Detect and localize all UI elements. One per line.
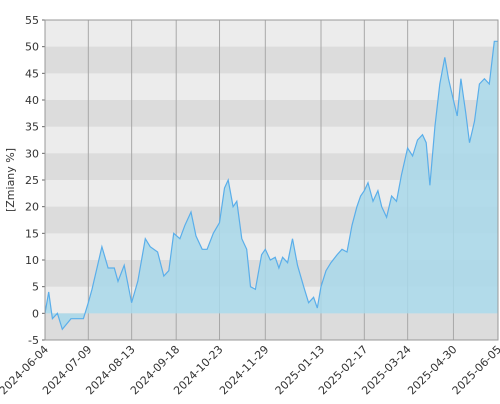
y-tick-label: 10: [25, 254, 39, 267]
grid-band: [45, 153, 498, 180]
y-tick-label: 25: [25, 174, 39, 187]
grid-band: [45, 46, 498, 74]
y-tick-label: 50: [25, 41, 39, 54]
y-axis-title: [Zmiany %]: [4, 148, 17, 212]
line: [44, 40, 498, 331]
y-tick-label: -5: [28, 334, 39, 347]
grid-band: [45, 100, 498, 127]
y-tick-label: 20: [25, 201, 39, 214]
plot-border: [44, 19, 499, 341]
y-tick-label: 0: [32, 307, 39, 320]
y-tick-label: 40: [25, 94, 39, 107]
x-tick-label: 2024-11-29: [217, 343, 271, 397]
y-tick-label: 55: [25, 14, 39, 27]
y-tick-label: 45: [25, 67, 39, 80]
area: [45, 41, 498, 330]
grid-band: [45, 313, 498, 340]
y-tick-label: 15: [25, 227, 39, 240]
y-tick-label: 5: [32, 281, 39, 294]
y-tick-label: 35: [25, 121, 39, 134]
y-tick-label: 30: [25, 147, 39, 160]
